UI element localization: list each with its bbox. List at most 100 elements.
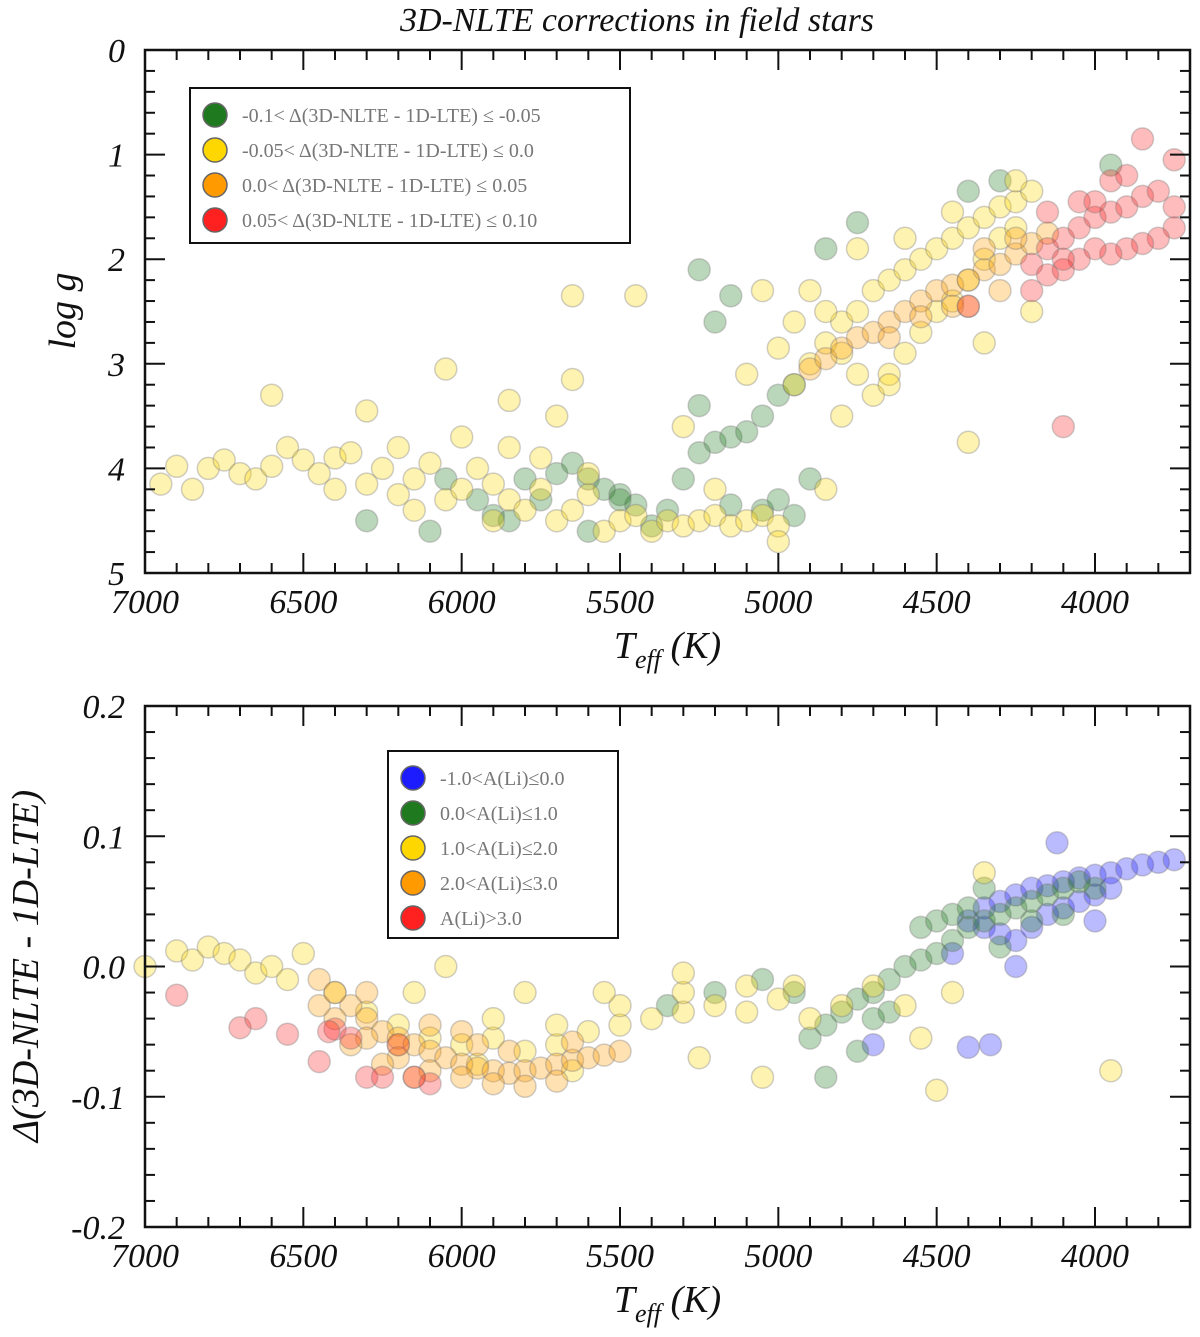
data-point <box>750 404 775 428</box>
data-point <box>734 1000 759 1024</box>
data-point <box>671 1000 696 1024</box>
data-point <box>814 346 838 371</box>
data-point <box>1004 189 1028 214</box>
data-point <box>655 508 680 533</box>
data-point <box>544 1069 569 1093</box>
data-point <box>608 993 632 1018</box>
data-point <box>1067 189 1091 214</box>
data-point <box>924 941 949 966</box>
data-point <box>861 383 886 407</box>
data-point <box>529 488 553 512</box>
data-point <box>861 1006 886 1031</box>
data-point <box>1083 883 1107 907</box>
data-point <box>1019 278 1044 303</box>
data-point <box>354 1026 379 1050</box>
data-point <box>465 1032 490 1057</box>
legend-box <box>189 87 631 244</box>
data-point <box>354 1065 379 1089</box>
y-tick-label: -0.2 <box>71 1210 125 1247</box>
data-point <box>418 1026 442 1050</box>
data-point <box>1099 860 1123 885</box>
x-tick-label: 6000 <box>428 1238 496 1275</box>
data-point <box>940 226 965 251</box>
data-point <box>1051 226 1076 251</box>
data-point <box>782 974 806 998</box>
data-point <box>972 909 996 933</box>
legend-marker <box>400 870 426 896</box>
data-point <box>1067 870 1091 894</box>
data-point <box>339 993 363 1018</box>
data-point <box>307 967 331 992</box>
legend-marker <box>400 905 426 931</box>
data-point <box>1051 257 1076 282</box>
x-tick-label: 4500 <box>903 584 971 621</box>
data-point <box>1099 153 1123 177</box>
chart-title: 3D-NLTE corrections in field stars <box>399 2 874 39</box>
data-point <box>1130 853 1155 877</box>
data-point <box>1045 831 1069 855</box>
data-point <box>750 503 775 528</box>
data-point <box>703 430 727 455</box>
data-point <box>259 383 284 407</box>
data-point <box>978 1032 1003 1057</box>
data-point <box>956 268 981 292</box>
data-point <box>1035 221 1060 245</box>
data-point <box>782 372 806 397</box>
data-point <box>449 1065 474 1089</box>
data-point <box>1162 195 1186 219</box>
data-point <box>386 482 411 507</box>
data-point <box>449 477 474 502</box>
data-point <box>845 325 870 350</box>
data-point <box>845 210 870 235</box>
data-point <box>1035 873 1060 898</box>
data-point <box>307 1049 331 1074</box>
data-point <box>703 503 727 528</box>
data-point <box>766 383 791 407</box>
data-point <box>909 247 933 271</box>
data-point <box>1019 909 1044 933</box>
data-point <box>1004 928 1028 953</box>
data-point <box>386 1032 411 1057</box>
data-point <box>877 310 901 334</box>
data-point <box>1099 200 1123 224</box>
data-point <box>576 461 601 486</box>
data-point <box>1083 876 1107 901</box>
data-point <box>259 954 284 979</box>
data-point <box>1004 216 1028 240</box>
data-point <box>671 467 696 491</box>
data-point <box>877 325 901 350</box>
data-point <box>228 461 252 486</box>
data-point <box>782 980 806 1005</box>
data-point <box>386 1013 411 1037</box>
data-point <box>988 889 1012 914</box>
data-point <box>1083 205 1107 230</box>
data-point <box>766 529 791 554</box>
data-point <box>513 980 537 1005</box>
data-point <box>893 299 917 324</box>
data-point <box>750 498 775 522</box>
data-point <box>814 477 838 502</box>
data-point <box>576 1019 601 1044</box>
data-point <box>434 1045 458 1070</box>
legend: -1.0<A(Li)≤0.0 0.0<A(Li)≤1.0 1.0<A(Li)≤2.0… <box>387 750 619 939</box>
data-point <box>671 980 696 1005</box>
data-point <box>339 1032 363 1057</box>
legend-marker <box>400 765 426 791</box>
data-point <box>671 961 696 985</box>
data-point <box>1019 179 1044 203</box>
data-point <box>1099 876 1123 901</box>
data-point <box>861 1032 886 1057</box>
data-point <box>798 1026 822 1050</box>
data-point <box>750 967 775 992</box>
data-point <box>402 1032 426 1057</box>
y-tick-label: 0.0 <box>83 950 126 987</box>
top-scatter-plot: 7000 6500 6000 5500 5000 4500 4000 0 1 2 3 4 5 Teff (… <box>42 33 1192 674</box>
data-point <box>956 915 981 940</box>
data-point <box>402 1065 426 1089</box>
data-point <box>798 1006 822 1031</box>
x-tick-label: 4000 <box>1061 584 1129 621</box>
data-point <box>734 420 759 444</box>
data-point <box>814 331 838 355</box>
data-point <box>766 514 791 538</box>
data-point <box>734 974 759 998</box>
